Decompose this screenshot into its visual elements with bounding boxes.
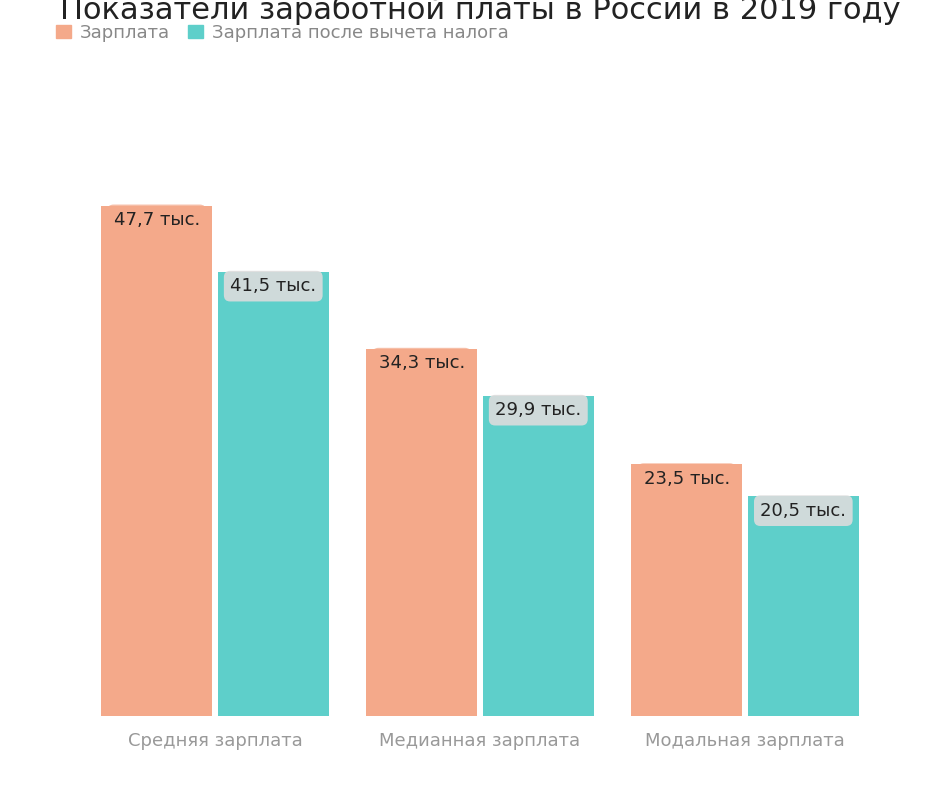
Bar (101, 206, 212, 716)
Text: 47,7 тыс.: 47,7 тыс. (114, 211, 199, 229)
Text: 29,9 тыс.: 29,9 тыс. (495, 401, 582, 419)
Bar (483, 396, 594, 716)
Text: 34,3 тыс.: 34,3 тыс. (378, 354, 465, 372)
Text: 41,5 тыс.: 41,5 тыс. (230, 277, 316, 295)
Bar (217, 272, 329, 716)
Legend: Зарплата, Зарплата после вычета налога: Зарплата, Зарплата после вычета налога (57, 24, 508, 42)
Text: 23,5 тыс.: 23,5 тыс. (644, 470, 730, 487)
Bar (631, 464, 743, 716)
Title: Показатели заработной платы в России в 2019 году: Показатели заработной платы в России в 2… (60, 0, 900, 25)
Text: 20,5 тыс.: 20,5 тыс. (761, 502, 846, 520)
Bar (747, 496, 859, 716)
Bar (366, 349, 477, 716)
